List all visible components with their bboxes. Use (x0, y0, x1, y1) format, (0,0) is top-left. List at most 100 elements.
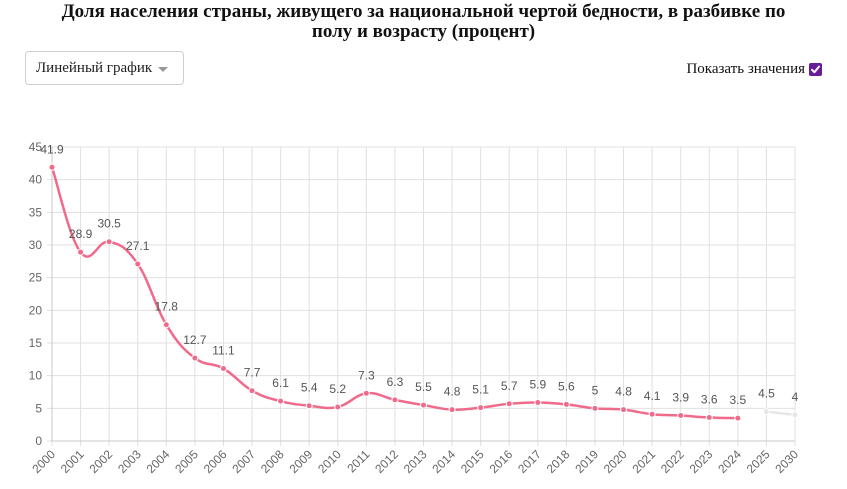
data-point (48, 163, 56, 171)
data-point (620, 406, 628, 414)
x-tick-label: 2018 (544, 447, 573, 476)
data-value-label: 4 (792, 390, 799, 404)
x-tick-label: 2002 (86, 447, 115, 476)
data-value-label: 17.8 (155, 300, 179, 314)
x-tick-label: 2016 (487, 447, 516, 476)
data-point (162, 321, 170, 329)
data-point (305, 402, 313, 410)
chart-type-select[interactable]: Линейный график (25, 51, 184, 85)
data-value-label: 3.6 (701, 392, 718, 406)
data-value-label: 28.9 (69, 227, 93, 241)
series-line (766, 410, 796, 417)
y-tick-label: 25 (29, 271, 43, 285)
data-point (562, 400, 570, 408)
x-tick-label: 2025 (744, 447, 773, 476)
chart-title-line-2: полу и возрасту (процент) (311, 21, 536, 42)
y-tick-label: 15 (29, 336, 43, 350)
data-point (734, 414, 742, 422)
data-value-label: 5.2 (329, 382, 346, 396)
data-point (105, 238, 113, 246)
x-tick-label: 2017 (515, 447, 544, 476)
data-value-label: 6.3 (387, 375, 404, 389)
data-point (534, 398, 542, 406)
data-value-label: 5.6 (558, 379, 575, 393)
series-1: 4.5 4 (758, 387, 799, 419)
x-tick-label: 2011 (344, 447, 372, 475)
chart-title-line-1: Доля населения страны, живущего за нацио… (61, 1, 786, 22)
x-tick-label: 2015 (458, 447, 487, 476)
x-tick-label: 2022 (658, 447, 687, 476)
y-tick-label: 30 (29, 238, 43, 252)
x-tick-label: 2023 (687, 447, 716, 476)
data-value-label: 6.1 (272, 376, 289, 390)
y-tick-label: 20 (29, 303, 43, 317)
y-tick-label: 40 (29, 173, 43, 187)
data-value-label: 5.9 (529, 377, 546, 391)
data-point (505, 400, 513, 408)
data-value-label: 5.4 (301, 381, 318, 395)
x-tick-label: 2019 (572, 447, 601, 476)
x-tick-label: 2012 (372, 447, 401, 476)
data-value-label: 11.1 (212, 343, 235, 357)
data-point (134, 260, 142, 268)
data-value-label: 4.5 (758, 387, 775, 401)
data-point (677, 412, 685, 420)
x-tick-label: 2000 (29, 447, 58, 476)
x-tick-label: 2004 (144, 447, 173, 476)
data-point (277, 397, 285, 405)
data-value-label: 3.9 (672, 391, 689, 405)
y-tick-label: 45 (29, 140, 43, 154)
x-tick-label: 2020 (601, 447, 630, 476)
data-point (420, 401, 427, 409)
y-tick-label: 10 (29, 369, 43, 383)
x-tick-label: 2005 (172, 447, 201, 476)
series-0: 41.9 28.9 30.5 27.1 17.8 12.7 11.1 7.7 6.1 5.4 5.2… (40, 142, 747, 422)
show-values-checkbox[interactable] (809, 63, 822, 76)
data-point (791, 411, 799, 419)
data-value-label: 4.8 (615, 385, 632, 399)
data-point (77, 248, 85, 256)
x-tick-label: 2021 (629, 447, 658, 476)
y-tick-label: 35 (29, 205, 43, 219)
data-point (362, 389, 370, 397)
data-point (219, 364, 227, 372)
data-value-label: 5.5 (415, 380, 432, 394)
data-value-label: 30.5 (97, 217, 121, 231)
data-value-label: 7.3 (358, 368, 375, 382)
data-value-label: 5.1 (472, 383, 489, 397)
data-point (391, 396, 399, 404)
x-tick-label: 2013 (401, 447, 430, 476)
chart-title: Доля населения страны, живущего за нацио… (0, 2, 847, 42)
data-value-label: 5 (592, 383, 599, 397)
data-point (591, 404, 599, 412)
x-tick-label: 2010 (315, 447, 344, 476)
show-values-label: Показать значения (686, 61, 805, 77)
data-value-label: 7.7 (244, 366, 261, 380)
x-tick-label: 2006 (201, 447, 230, 476)
data-value-label: 27.1 (126, 239, 150, 253)
y-tick-label: 5 (35, 401, 42, 415)
data-point (477, 404, 485, 412)
x-tick-label: 2001 (58, 447, 87, 476)
data-value-label: 12.7 (183, 333, 207, 347)
data-value-label: 4.1 (644, 389, 661, 403)
chart-type-selected-label: Линейный график (36, 59, 153, 76)
data-point (191, 354, 199, 362)
data-point (648, 410, 656, 418)
checkmark-icon (811, 65, 820, 74)
data-value-label: 41.9 (40, 142, 64, 156)
data-point (762, 408, 770, 416)
data-point (705, 413, 713, 421)
x-tick-label: 2003 (115, 447, 144, 476)
data-point (334, 403, 342, 411)
show-values-toggle[interactable]: Показать значения (686, 61, 822, 78)
data-point (448, 406, 456, 414)
x-tick-label: 2009 (287, 447, 316, 476)
x-tick-label: 2007 (229, 447, 258, 476)
data-point (248, 387, 256, 395)
data-value-label: 5.7 (501, 379, 518, 393)
data-value-label: 4.8 (444, 385, 461, 399)
x-tick-label: 2024 (715, 447, 744, 476)
